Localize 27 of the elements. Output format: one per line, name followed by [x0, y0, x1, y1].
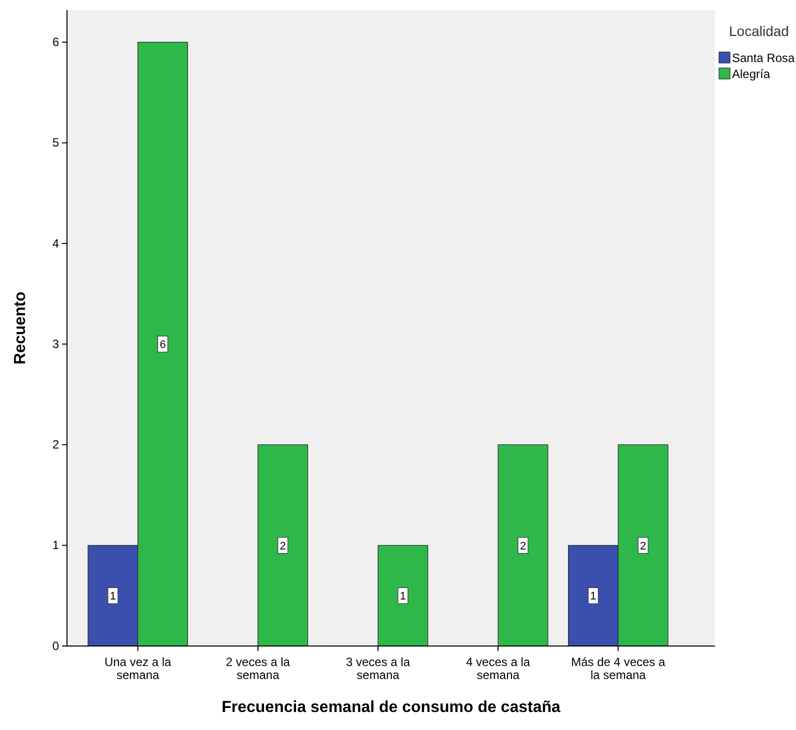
- x-tick-label: Una vez a la semana: [104, 655, 172, 682]
- y-tick-label: 3: [52, 336, 60, 351]
- y-tick-label: 6: [52, 35, 60, 50]
- y-axis-title: Recuento: [12, 291, 29, 364]
- y-tick-label: 1: [52, 538, 60, 552]
- y-tick-label: 4: [52, 236, 60, 250]
- x-tick-label: 3 veces a la semana: [346, 655, 410, 682]
- legend-label: Santa Rosa: [732, 51, 796, 65]
- data-label: 2: [640, 540, 646, 552]
- data-label: 2: [280, 540, 286, 552]
- x-tick-label: 2 veces a la semana: [226, 655, 290, 682]
- data-label: 1: [110, 590, 116, 603]
- data-label: 1: [400, 590, 406, 603]
- data-label: 1: [590, 590, 596, 603]
- legend-label: Alegría: [732, 67, 770, 81]
- data-label: 2: [520, 540, 526, 552]
- bar: [498, 444, 548, 646]
- bar: [258, 444, 308, 646]
- y-tick-label: 0: [52, 638, 60, 653]
- bar: [378, 545, 428, 646]
- y-tick-label: 2: [52, 438, 60, 452]
- y-tick-label: 5: [52, 136, 60, 150]
- x-axis-title: Frecuencia semanal de consumo de castaña: [222, 699, 560, 716]
- x-tick-label: Más de 4 veces a la semana: [571, 655, 666, 682]
- legend-title: Localidad: [729, 23, 789, 39]
- data-label: 6: [160, 339, 166, 352]
- x-tick-label: 4 veces a la semana: [466, 655, 530, 682]
